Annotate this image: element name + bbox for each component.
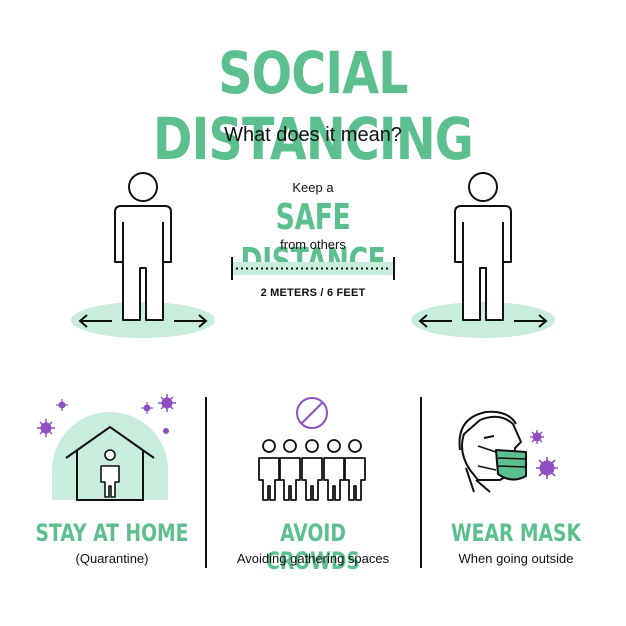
tip-sub-avoid-crowds: Avoiding gathering spaces	[236, 551, 390, 566]
tip-sub-stay-home: (Quarantine)	[75, 551, 149, 566]
masked-face-icon	[458, 410, 527, 493]
tip-sub-wear-mask: When going outside	[458, 551, 574, 566]
keep-label: Keep a	[292, 180, 334, 195]
house-icon	[52, 412, 168, 501]
crowd-icon	[258, 439, 366, 501]
tip-title-avoid-crowds: AVOID CROWDS	[266, 519, 360, 575]
virus-icon	[530, 430, 558, 479]
distance-bar	[231, 257, 395, 280]
distance-measure-label: 2 METERS / 6 FEET	[260, 287, 366, 299]
page-title: SOCIAL DISTANCING	[152, 39, 474, 173]
no-entry-icon	[296, 397, 328, 429]
page-subtitle: What does it mean?	[224, 124, 402, 146]
left-person-illustration	[71, 172, 215, 338]
virus-icon	[37, 394, 176, 437]
right-person-illustration	[411, 172, 555, 338]
safe-distance-heading: SAFE DISTANCE	[240, 197, 386, 282]
tip-title-stay-home: STAY AT HOME	[35, 519, 189, 547]
from-others-label: from others	[280, 237, 346, 252]
tip-title-wear-mask: WEAR MASK	[451, 519, 581, 547]
